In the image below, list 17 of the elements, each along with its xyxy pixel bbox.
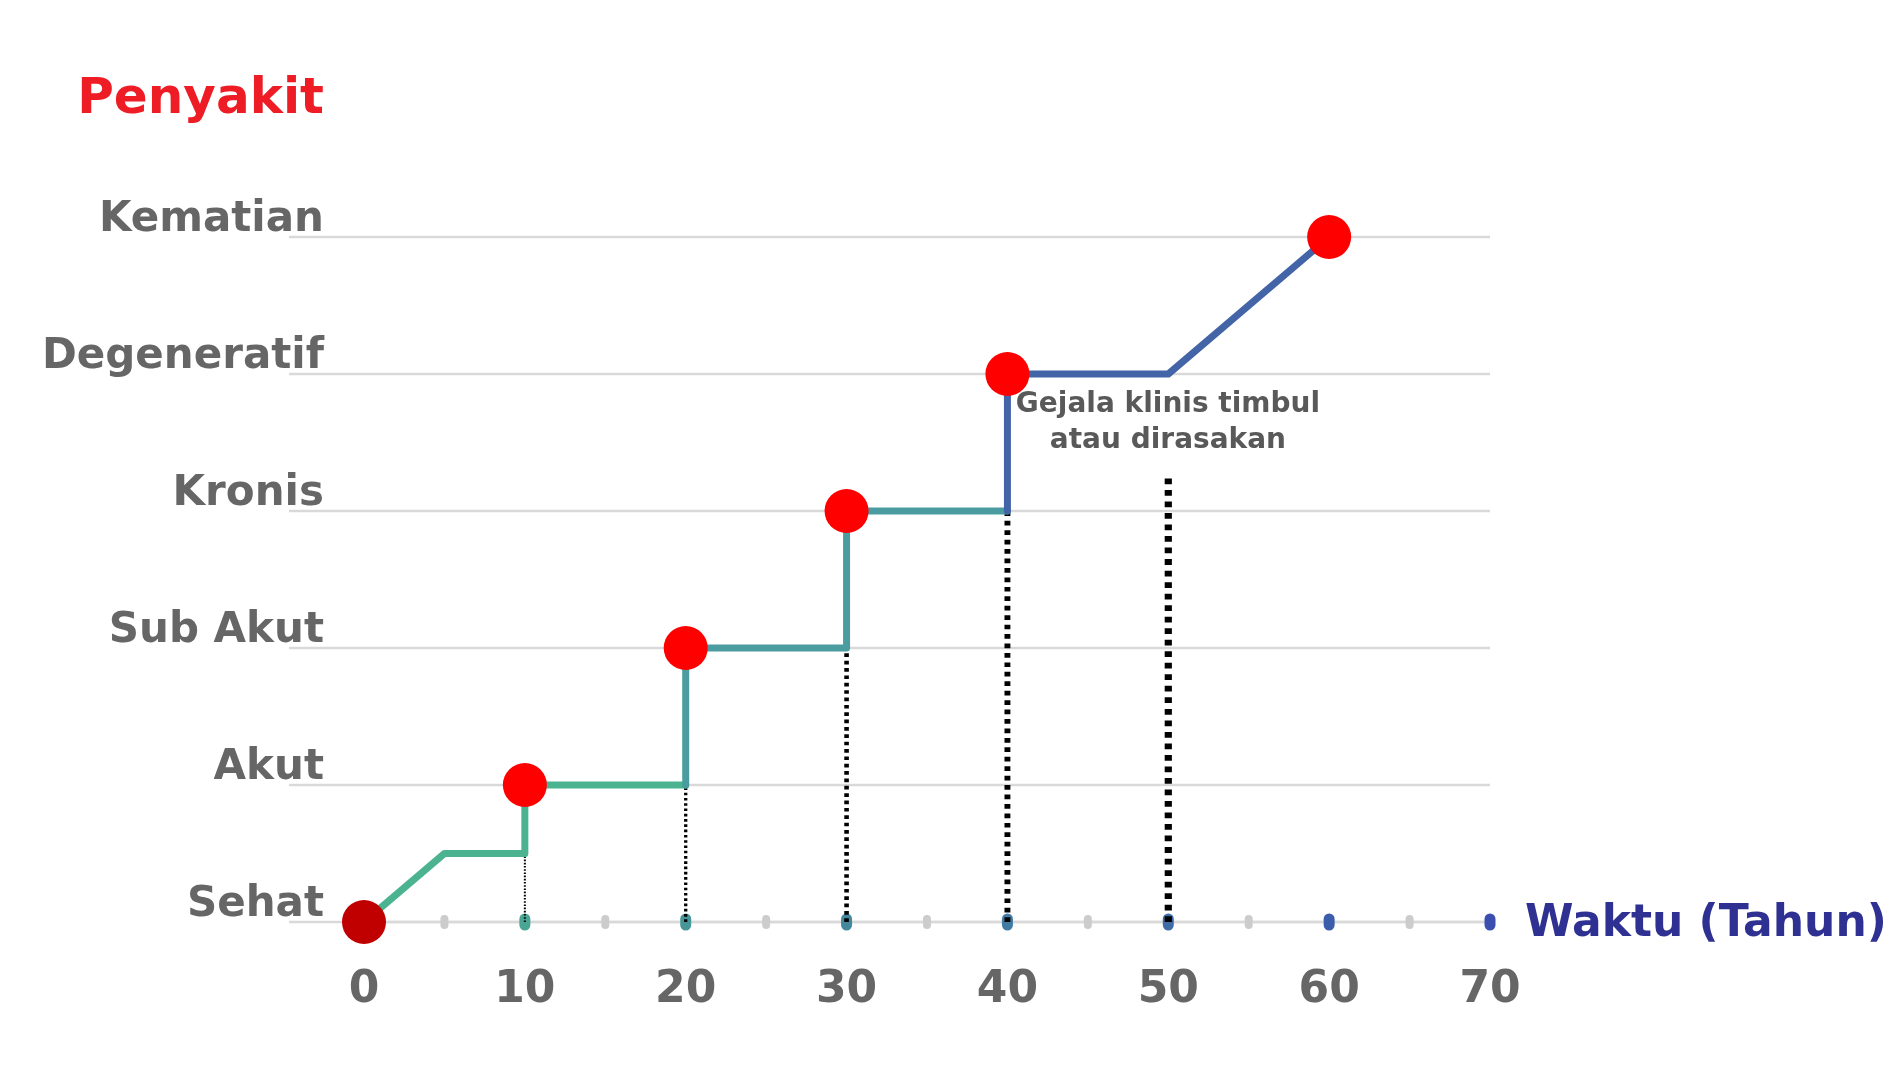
ref-line-label: Akut bbox=[213, 740, 324, 789]
x-tick-label: 70 bbox=[1459, 961, 1521, 1012]
x-tick-label: 60 bbox=[1298, 961, 1360, 1012]
x-tick-label: 30 bbox=[815, 961, 878, 1012]
y-axis-title: Penyakit bbox=[77, 67, 324, 125]
ref-line-label: Kematian bbox=[98, 192, 324, 241]
x-tick-label: 0 bbox=[348, 961, 380, 1012]
ref-line-label: Degeneratif bbox=[41, 329, 325, 378]
x-tick-label: 40 bbox=[976, 961, 1039, 1012]
annotation: Gejala klinis timbul atau dirasakan bbox=[1015, 385, 1321, 455]
ref-line-label: Sub Akut bbox=[108, 603, 324, 652]
x-tick-label: 20 bbox=[655, 961, 717, 1012]
ref-line-label: Kronis bbox=[172, 466, 324, 515]
x-tick-label: 10 bbox=[494, 961, 556, 1012]
x-tick-label: 50 bbox=[1137, 961, 1199, 1012]
x-axis-title: Waktu (Tahun) bbox=[1525, 895, 1887, 946]
ref-line-label: Sehat bbox=[186, 877, 324, 926]
